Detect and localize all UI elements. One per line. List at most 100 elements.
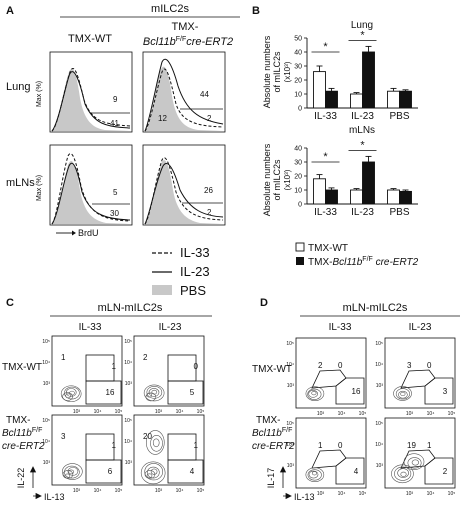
flow-d-wt-il23-q-il17: 3: [407, 361, 412, 370]
bar-mln-ytick-label: 20: [294, 174, 302, 181]
bar-lung-category-label: PBS: [389, 111, 409, 122]
flow-d-ko-il33: 10³ 10³ 10⁴ 10⁴ 10⁵ 10⁵ 1 0 4: [286, 417, 367, 497]
flow-d-wt-il23-xtick: 10⁵: [448, 411, 456, 417]
flow-c-ko-il23: 10³ 10³ 10⁴ 10⁴ 10⁵ 10⁵ 20 1 4: [124, 414, 205, 494]
flow-c-wt-il23-frame: [133, 335, 205, 407]
bar-mln-title: mLNs: [349, 125, 375, 136]
flow-d-wt-il33-xtick: 10⁴: [338, 411, 346, 417]
bar-lung-category-label: IL-33: [314, 111, 337, 122]
bar-mln-category-label: IL-33: [314, 207, 337, 218]
flow-d-ko-il33-xtick: 10⁵: [359, 491, 367, 497]
panel-c-yaxis: IL-22: [16, 468, 26, 489]
flow-d-ko-il33-q-double: 0: [338, 441, 343, 450]
panel-a-col-ko-sup: F/F: [176, 36, 187, 43]
panel-d-row-ko-3: cre-ERT2: [252, 441, 295, 452]
flow-d-ko-il23-q-il17: 19: [407, 441, 416, 450]
panel-d-y-arrow: [279, 466, 287, 488]
panel-c-row-ko-2: Bcl11bF/F: [2, 427, 42, 439]
flow-c-wt-il33-xtick: 10⁴: [94, 409, 102, 415]
bar-mln-ytick-label: 0: [298, 202, 302, 209]
flow-c-ko-il33-q-double: 1: [112, 441, 117, 450]
contour-ring: [400, 471, 407, 477]
flow-c-ko-il33-gate-il13: [85, 459, 122, 484]
bar-lung-category-label: IL-23: [351, 111, 374, 122]
panel-c-row-wt: TMX-WT: [2, 362, 42, 373]
flow-d-ko-il23-ytick: 10⁵: [375, 421, 383, 427]
hist-lung-wt-value-2: 41: [110, 119, 119, 128]
flow-d-wt-il33-xtick: 10⁵: [359, 411, 367, 417]
flow-c-ko-il23-frame: [133, 414, 205, 486]
bar-lung-bar-IL-33-1: [325, 90, 338, 109]
legend-il23: IL-23: [180, 264, 210, 279]
bar-lung-bar-IL-23-0: [350, 93, 363, 109]
panel-d-row-ko-2: Bcl11bF/F: [252, 427, 292, 439]
panel-d-col-il23: IL-23: [409, 322, 432, 333]
flow-c-wt-il33-q-double: 1: [112, 362, 117, 371]
contour-ring: [395, 388, 410, 400]
bar-lung-sig-star: *: [360, 29, 365, 41]
flow-d-wt-il23-q-il13: 3: [443, 387, 448, 396]
contour-ring: [307, 388, 322, 400]
flow-d-wt-il33-q-il13: 16: [352, 387, 361, 396]
histogram-mln-wt: 5 30: [49, 144, 133, 226]
bar-mln-bar-IL-23-1: [362, 161, 375, 205]
flow-d-ko-il23-q-il13: 2: [443, 467, 448, 476]
flow-c-wt-il33-frame: [51, 335, 123, 407]
flow-d-wt-il23-ytick: 10³: [376, 383, 384, 389]
contour-ring: [146, 386, 163, 399]
flow-d-wt-il23-xtick: 10³: [406, 411, 414, 417]
panel-b-legend: TMX-WT TMX-Bcl11bF/F cre-ERT2: [295, 242, 419, 268]
flow-c-ko-il23-xtick: 10³: [155, 488, 163, 494]
flow-d-wt-il23-gate-il17: [400, 369, 436, 389]
flow-c-wt-il33-ytick: 10⁴: [42, 360, 50, 366]
flow-c-ko-il33-gate-double: [85, 433, 115, 461]
flow-c-ko-il23-ytick: 10⁵: [124, 418, 132, 424]
flow-c-wt-il23-xtick: 10⁴: [176, 409, 184, 415]
panel-d-x-arrow: [283, 492, 292, 500]
contour-ring: [147, 466, 160, 479]
panel-a-col-ko-prefix: TMX-: [172, 21, 199, 33]
flow-c-ko-il23-gate-il13: [167, 459, 204, 484]
histogram-lung-wt: 9 41: [49, 51, 133, 133]
flow-c-wt-il33: 10³ 10³ 10⁴ 10⁴ 10⁵ 10⁵ 1 1 16: [42, 335, 123, 415]
flow-d-wt-il33-ytick: 10⁴: [286, 362, 294, 368]
bar-lung-ytick-label: 40: [294, 50, 302, 57]
flow-d-ko-il23-xtick: 10⁴: [427, 491, 435, 497]
bar-lung-ylabel-1: Absolute numbers: [262, 35, 272, 108]
panel-c-row-ko-1: TMX-: [6, 415, 30, 426]
flow-d-ko-il33-gate-il13: [335, 457, 365, 485]
contour-ring: [144, 470, 156, 479]
flow-c-wt-il23-q-il22: 2: [143, 353, 148, 362]
legend-ko-gene: Bcl11b: [332, 257, 362, 268]
bar-lung-ytick-label: 30: [294, 64, 302, 71]
flow-d-wt-il23: 10³ 10³ 10⁴ 10⁴ 10⁵ 10⁵ 3 0 3: [375, 337, 456, 417]
hist-lung-ko-value-2: 12: [158, 114, 167, 123]
legend-il33: IL-33: [180, 245, 210, 260]
flow-d-wt-il23-q-double: 0: [427, 361, 432, 370]
hist-mln-wt-value-1: 5: [113, 188, 118, 197]
flow-c-wt-il23-xtick: 10³: [155, 409, 163, 415]
bar-lung-ytick-label: 0: [298, 106, 302, 113]
flow-d-ko-il23-frame: [384, 417, 456, 489]
panel-d-label: D: [260, 297, 268, 309]
bar-lung-title: Lung: [351, 20, 373, 31]
flow-c-wt-il33-xtick: 10⁵: [115, 409, 123, 415]
legend-ko-suffix: cre-ERT2: [373, 257, 419, 268]
contour-ring: [65, 393, 71, 399]
contour-ring: [407, 457, 422, 469]
hist-mln-ko-value-1: 26: [204, 186, 213, 195]
panel-a-col-ko-gene: Bcl11b: [143, 36, 176, 48]
bar-mln-bar-PBS-1: [399, 190, 412, 205]
flow-c-ko-il23-xtick: 10⁵: [197, 488, 205, 494]
legend-ko-swatch: [296, 257, 304, 265]
flow-d-ko-il33-gate-il17: [311, 449, 347, 469]
hist-lung-ko-value-3: 2: [207, 114, 212, 123]
panel-a-yaxis-mlns: Max (%): [36, 175, 43, 201]
legend-ko-prefix: TMX-: [308, 257, 332, 268]
flow-c-ko-il23-q-il22: 20: [143, 432, 152, 441]
contour-ring: [308, 470, 319, 479]
contour-ring: [394, 466, 412, 481]
hist-lung-wt-value-1: 9: [113, 95, 118, 104]
panel-c-col-il33: IL-33: [79, 322, 102, 333]
contour-ring: [305, 386, 325, 401]
